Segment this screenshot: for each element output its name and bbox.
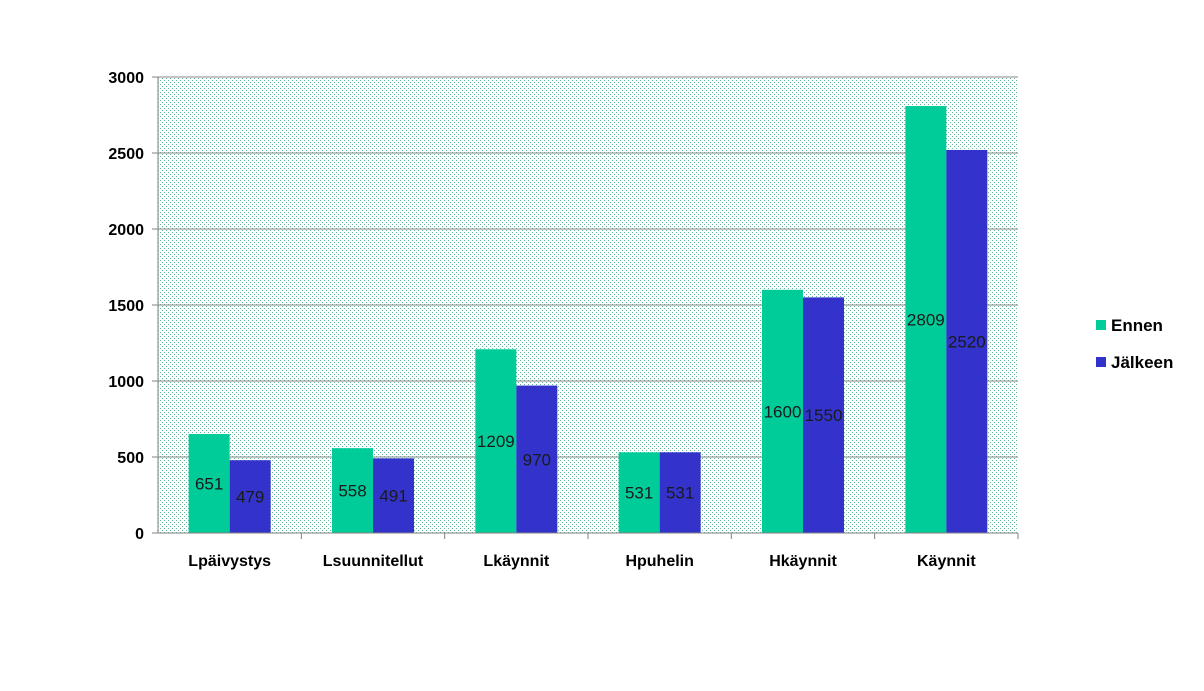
legend-swatch bbox=[1096, 357, 1106, 367]
data-label: 531 bbox=[666, 484, 694, 503]
data-labels: 651 479 558 491 1209 970 531 531 1600 1550 2809252… bbox=[195, 311, 986, 507]
data-label: 479 bbox=[236, 488, 264, 507]
y-tick-label: 500 bbox=[117, 450, 144, 467]
x-tick-label: Lpäivystys bbox=[188, 553, 271, 570]
bar-jlkeen bbox=[946, 149, 988, 533]
y-tick-label: 2500 bbox=[108, 146, 144, 163]
bar-ennen bbox=[762, 289, 803, 533]
bar-ennen bbox=[618, 452, 660, 533]
axes bbox=[152, 76, 1019, 539]
data-label: 2520 bbox=[948, 332, 986, 351]
data-label: 531 bbox=[625, 484, 653, 503]
bars bbox=[188, 106, 988, 534]
bar-jlkeen bbox=[229, 460, 271, 533]
data-label: 491 bbox=[379, 487, 407, 506]
x-tick-label: Käynnit bbox=[917, 553, 976, 570]
bar-jlkeen bbox=[659, 452, 701, 533]
y-tick-label: 0 bbox=[135, 526, 144, 543]
bar-jlkeen bbox=[803, 297, 844, 533]
legend-swatch bbox=[1096, 320, 1106, 330]
bar-ennen bbox=[475, 349, 517, 533]
legend: Ennen Jälkeen bbox=[1096, 316, 1173, 372]
x-tick-label: Lsuunnitellut bbox=[323, 553, 424, 570]
data-label: 2809 bbox=[907, 311, 945, 330]
data-label: 1550 bbox=[805, 406, 843, 425]
bar-ennen bbox=[905, 106, 947, 534]
legend-label: Ennen bbox=[1111, 316, 1163, 335]
bar-jlkeen bbox=[373, 458, 414, 533]
bar-ennen bbox=[188, 434, 230, 533]
data-label: 970 bbox=[523, 450, 551, 469]
gridlines bbox=[158, 76, 1018, 458]
x-tick-label: Lkäynnit bbox=[483, 553, 549, 570]
data-label: 1600 bbox=[764, 402, 802, 421]
data-label: 558 bbox=[338, 482, 366, 501]
x-tick-labels: Lpäivystys Lsuunnitellut Lkäynnit Hpuhelin H… bbox=[188, 553, 976, 570]
bar-jlkeen bbox=[516, 385, 558, 533]
x-tick-label: Hpuhelin bbox=[625, 553, 693, 570]
data-label: 1209 bbox=[477, 432, 515, 451]
y-tick-labels: 0 500 1000 1500 2000 2500 3000 bbox=[108, 70, 144, 543]
data-label: 651 bbox=[195, 475, 223, 494]
y-tick-label: 3000 bbox=[108, 70, 144, 87]
x-tick-label: Hkäynnit bbox=[769, 553, 837, 570]
y-tick-label: 1000 bbox=[108, 374, 144, 391]
y-tick-label: 1500 bbox=[108, 298, 144, 315]
legend-label: Jälkeen bbox=[1111, 353, 1173, 372]
bar-ennen bbox=[332, 448, 373, 533]
y-tick-label: 2000 bbox=[108, 222, 144, 239]
